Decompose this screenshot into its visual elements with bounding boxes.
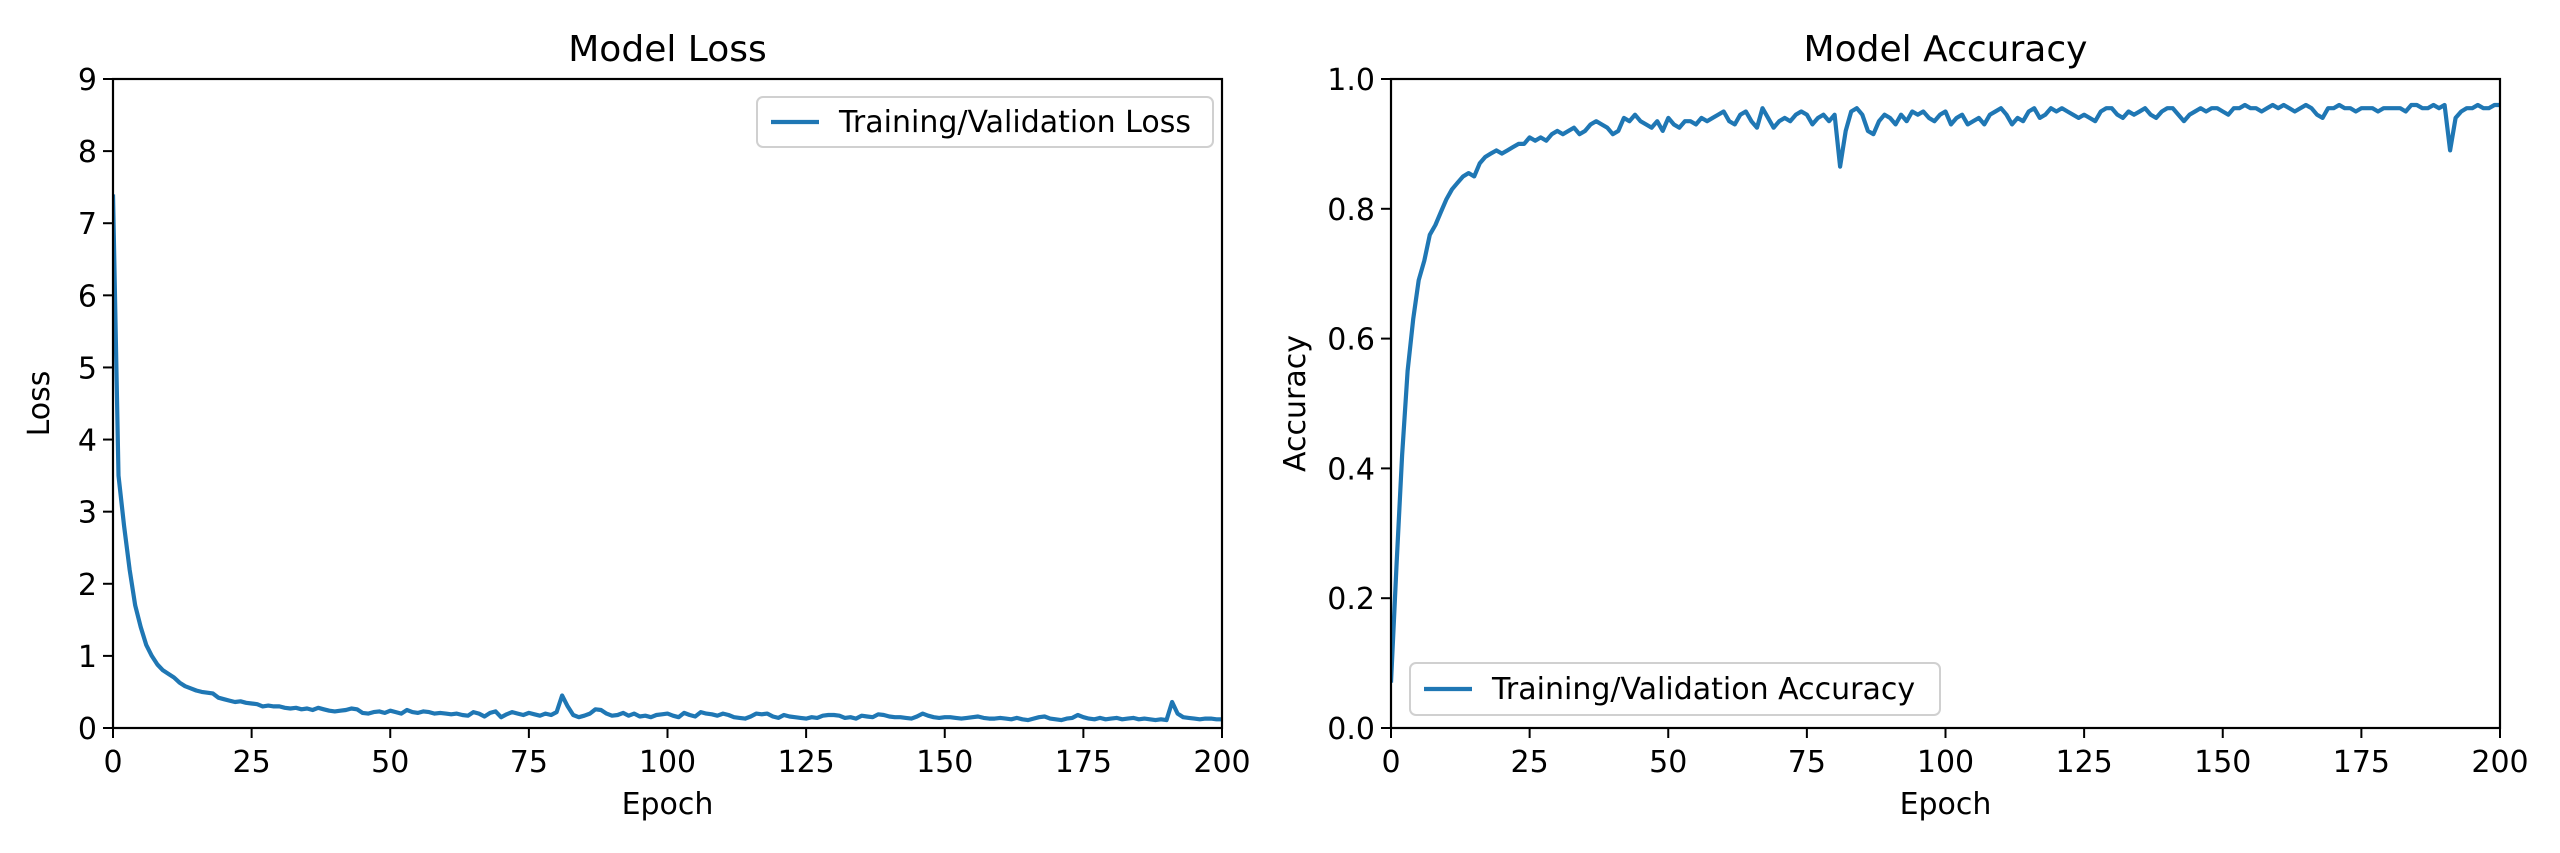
y-tick-label: 7: [78, 207, 97, 242]
y-tick-label: 6: [78, 279, 97, 314]
legend-box: [1409, 662, 1941, 716]
loss-chart: 0 25 50 75 100 125 150 175 200 0 1 2 3 4 5 6 7 8 9 Model Lo…: [22, 29, 1251, 822]
x-tick-label: 175: [2333, 745, 2390, 780]
x-tick-label: 150: [2194, 745, 2251, 780]
x-tick-label: 125: [777, 745, 834, 780]
x-tick-label: 125: [2055, 745, 2112, 780]
x-tick-label: 25: [233, 745, 271, 780]
series-line: [1391, 102, 2500, 683]
x-axis-label: Epoch: [622, 787, 714, 822]
x-tick-label: 100: [1917, 745, 1974, 780]
y-axis-label: Loss: [22, 371, 57, 437]
y-tick-label: 1.0: [1327, 63, 1375, 98]
axes-frame: [111, 77, 1224, 730]
y-tick-label: 0.2: [1327, 582, 1375, 617]
chart-title: Model Loss: [568, 29, 767, 70]
legend: Training/Validation Accuracy: [1409, 662, 1941, 716]
x-tick-label: 200: [1193, 745, 1250, 780]
x-tick-label: 75: [510, 745, 548, 780]
y-tick-label: 0.8: [1327, 193, 1375, 228]
y-tick-label: 0.0: [1327, 712, 1375, 747]
x-tick-label: 0: [103, 745, 122, 780]
x-tick-label: 0: [1381, 745, 1400, 780]
legend-label: Training/Validation Accuracy: [1491, 672, 1915, 707]
y-tick-label: 2: [78, 568, 97, 603]
axes-frame: [1389, 77, 2502, 730]
y-tick-label: 0.4: [1327, 452, 1375, 487]
x-tick-label: 50: [371, 745, 409, 780]
x-tick-label: 25: [1511, 745, 1549, 780]
y-axis-label: Accuracy: [1278, 335, 1313, 472]
y-tick-label: 4: [78, 424, 97, 459]
y-tick-label: 8: [78, 135, 97, 170]
x-tick-label: 100: [639, 745, 696, 780]
legend-label: Training/Validation Loss: [838, 105, 1191, 140]
y-tick-label: 3: [78, 496, 97, 531]
x-tick-label: 175: [1055, 745, 1112, 780]
series-line: [113, 194, 1222, 723]
legend-box: [756, 96, 1214, 148]
x-tick-label: 75: [1788, 745, 1826, 780]
y-tick-label: 1: [78, 640, 97, 675]
legend: Training/Validation Loss: [756, 96, 1214, 148]
y-tick-label: 0.6: [1327, 323, 1375, 358]
accuracy-chart: 0 25 50 75 100 125 150 175 200 0.0 0.2 0.4 0.6 0.8 1.0…: [1278, 29, 2529, 822]
y-tick-label: 0: [78, 712, 97, 747]
x-axis-label: Epoch: [1900, 787, 1992, 822]
chart-title: Model Accuracy: [1804, 29, 2088, 70]
x-tick-label: 50: [1649, 745, 1687, 780]
y-tick-label: 9: [78, 63, 97, 98]
y-tick-label: 5: [78, 351, 97, 386]
x-tick-label: 200: [2471, 745, 2528, 780]
x-tick-label: 150: [916, 745, 973, 780]
